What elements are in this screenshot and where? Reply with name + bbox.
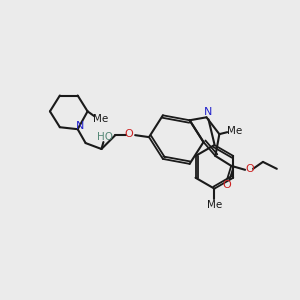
Text: Me: Me — [207, 200, 222, 211]
Text: Me: Me — [226, 126, 242, 136]
Text: O: O — [246, 164, 254, 174]
Text: O: O — [125, 129, 134, 139]
Text: N: N — [204, 107, 213, 117]
Text: O: O — [222, 180, 231, 190]
Text: Me: Me — [93, 114, 108, 124]
Text: HO: HO — [98, 132, 113, 142]
Text: N: N — [76, 121, 84, 131]
